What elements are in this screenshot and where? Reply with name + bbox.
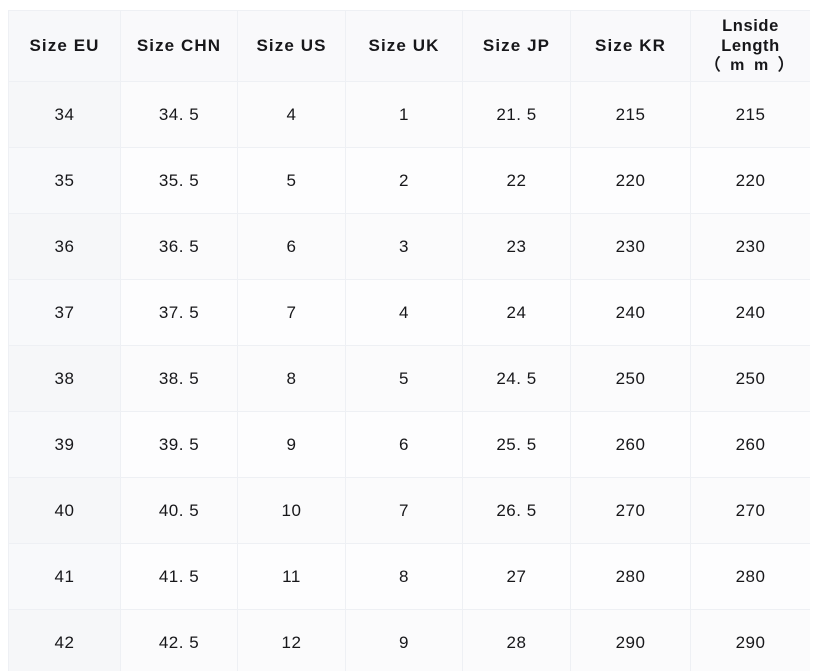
cell-us: 5 [237,147,346,214]
cell-jp: 22 [462,147,571,214]
cell-us: 9 [237,411,346,478]
cell-eu: 41 [8,543,121,610]
table-row: 40 40. 5 10 7 26. 5 270 270 [8,477,810,544]
cell-eu: 34 [8,81,121,148]
cell-chn: 37. 5 [120,279,238,346]
cell-eu: 36 [8,213,121,280]
cell-jp: 28 [462,609,571,671]
column-header-size-chn: Size CHN [120,10,238,82]
cell-inside: 230 [690,213,810,280]
cell-chn: 35. 5 [120,147,238,214]
cell-chn: 36. 5 [120,213,238,280]
cell-inside: 280 [690,543,810,610]
cell-inside: 240 [690,279,810,346]
table-row: 34 34. 5 4 1 21. 5 215 215 [8,81,810,148]
cell-kr: 220 [570,147,691,214]
column-header-label: Size JP [482,35,551,55]
cell-us: 10 [237,477,346,544]
cell-chn: 38. 5 [120,345,238,412]
column-header-size-kr: Size KR [570,10,691,82]
cell-kr: 260 [570,411,691,478]
cell-uk: 6 [345,411,463,478]
column-header-label: Lnside Length [721,17,780,56]
cell-uk: 9 [345,609,463,671]
cell-kr: 215 [570,81,691,148]
cell-uk: 3 [345,213,463,280]
cell-jp: 24 [462,279,571,346]
cell-inside: 250 [690,345,810,412]
cell-kr: 250 [570,345,691,412]
column-header-size-jp: Size JP [462,10,571,82]
table-row: 38 38. 5 8 5 24. 5 250 250 [8,345,810,412]
cell-us: 7 [237,279,346,346]
cell-kr: 270 [570,477,691,544]
table-row: 37 37. 5 7 4 24 240 240 [8,279,810,346]
cell-kr: 240 [570,279,691,346]
table-row: 35 35. 5 5 2 22 220 220 [8,147,810,214]
cell-uk: 2 [345,147,463,214]
size-chart-container: Size EU Size CHN Size US Size UK Size JP… [8,10,810,671]
column-header-label: Size EU [29,35,100,55]
cell-eu: 38 [8,345,121,412]
table-row: 42 42. 5 12 9 28 290 290 [8,609,810,671]
cell-kr: 280 [570,543,691,610]
table-header: Size EU Size CHN Size US Size UK Size JP… [8,10,810,82]
cell-uk: 4 [345,279,463,346]
cell-jp: 26. 5 [462,477,571,544]
column-header-inside-length: Lnside Length （ m m ） [690,10,810,82]
cell-jp: 24. 5 [462,345,571,412]
cell-kr: 230 [570,213,691,280]
cell-us: 12 [237,609,346,671]
cell-uk: 8 [345,543,463,610]
cell-uk: 5 [345,345,463,412]
size-conversion-table: Size EU Size CHN Size US Size UK Size JP… [8,10,810,671]
table-row: 36 36. 5 6 3 23 230 230 [8,213,810,280]
cell-inside: 215 [690,81,810,148]
column-header-size-uk: Size UK [345,10,463,82]
cell-uk: 1 [345,81,463,148]
cell-chn: 34. 5 [120,81,238,148]
cell-jp: 27 [462,543,571,610]
cell-chn: 40. 5 [120,477,238,544]
cell-eu: 40 [8,477,121,544]
cell-jp: 21. 5 [462,81,571,148]
cell-us: 8 [237,345,346,412]
cell-jp: 25. 5 [462,411,571,478]
cell-chn: 41. 5 [120,543,238,610]
column-header-unit: （ m m ） [704,57,797,75]
cell-us: 4 [237,81,346,148]
cell-uk: 7 [345,477,463,544]
cell-inside: 290 [690,609,810,671]
table-header-row: Size EU Size CHN Size US Size UK Size JP… [8,10,810,82]
cell-eu: 35 [8,147,121,214]
column-header-size-eu: Size EU [8,10,121,82]
cell-inside: 270 [690,477,810,544]
cell-us: 11 [237,543,346,610]
table-row: 39 39. 5 9 6 25. 5 260 260 [8,411,810,478]
cell-eu: 42 [8,609,121,671]
cell-eu: 39 [8,411,121,478]
column-header-size-us: Size US [237,10,346,82]
table-body: 34 34. 5 4 1 21. 5 215 215 35 35. 5 5 2 22 220 220 36 3… [8,81,810,671]
cell-kr: 290 [570,609,691,671]
column-header-label: Size KR [595,35,666,55]
cell-eu: 37 [8,279,121,346]
cell-chn: 39. 5 [120,411,238,478]
column-header-label: Size US [256,35,327,55]
cell-inside: 220 [690,147,810,214]
column-header-label: Size UK [368,35,440,55]
column-header-label: Size CHN [136,35,222,55]
cell-chn: 42. 5 [120,609,238,671]
cell-inside: 260 [690,411,810,478]
cell-us: 6 [237,213,346,280]
cell-jp: 23 [462,213,571,280]
table-row: 41 41. 5 11 8 27 280 280 [8,543,810,610]
